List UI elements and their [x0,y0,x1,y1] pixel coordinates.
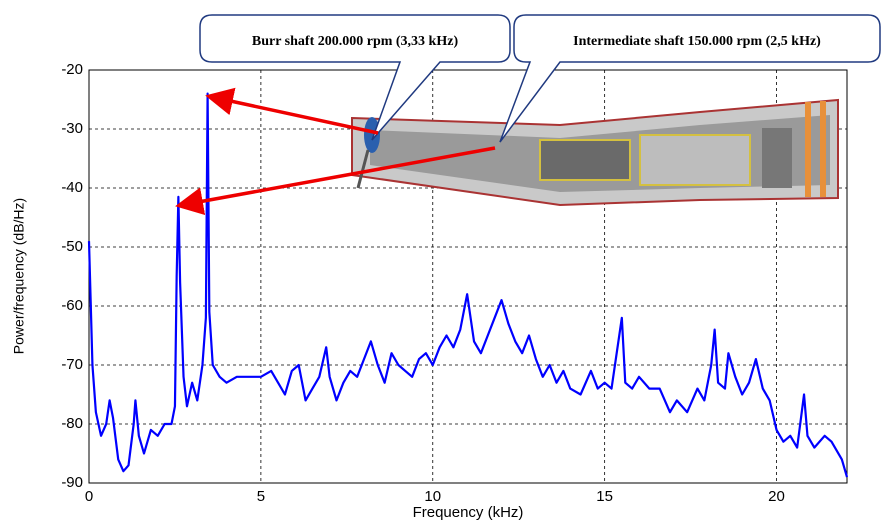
y-tick-label: -20 [61,61,83,78]
x-tick-label: 10 [424,488,441,505]
x-tick-label: 15 [596,488,613,505]
x-tick-label: 5 [257,488,265,505]
y-tick-label: -70 [61,356,83,373]
y-tick-label: -50 [61,238,83,255]
annotation: Intermediate shaft 150.000 rpm (2,5 kHz) [573,34,821,49]
x-tick-label: 0 [85,488,93,505]
x-axis-label: Frequency (kHz) [413,504,524,521]
y-tick-label: -30 [61,120,83,137]
y-axis-label: Power/frequency (dB/Hz) [11,198,27,354]
y-tick-label: -40 [61,179,83,196]
x-tick-label: 20 [768,488,785,505]
annotation: Burr shaft 200.000 rpm (3,33 kHz) [252,34,459,49]
chart: Frequency (kHz) Power/frequency (dB/Hz) … [0,0,883,521]
y-tick-label: -60 [61,297,83,314]
y-tick-label: -90 [61,474,83,491]
page: Frequency (kHz) Power/frequency (dB/Hz) … [0,0,883,521]
y-tick-label: -80 [61,415,83,432]
